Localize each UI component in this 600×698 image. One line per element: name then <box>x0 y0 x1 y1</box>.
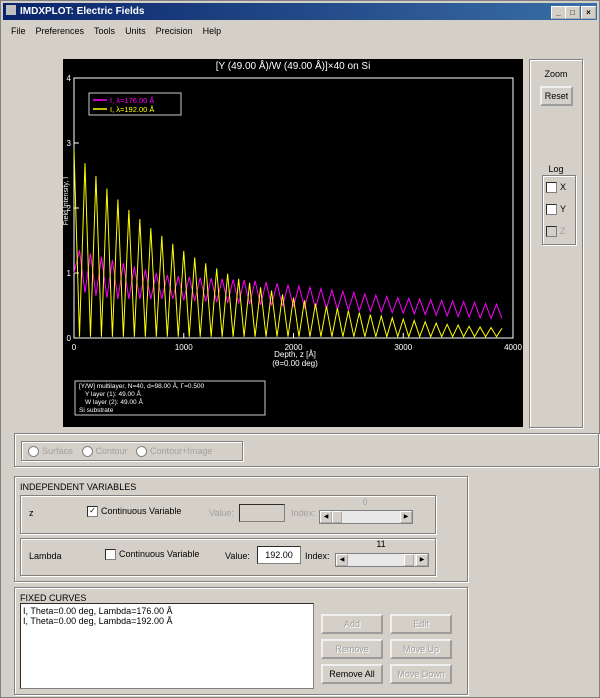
y-tick-label: 0 <box>67 334 72 343</box>
series-line <box>73 250 503 320</box>
x-tick-label: 4000 <box>504 343 522 352</box>
menu-item[interactable]: Help <box>202 26 222 36</box>
log-y-label: Y <box>560 204 567 214</box>
zoom-panel: Zoom Reset Log X Y Z <box>529 59 583 428</box>
index-label: Index: <box>305 551 330 561</box>
continuous-checkbox[interactable]: ✓ Continuous Variable <box>87 506 182 518</box>
maximize-button[interactable]: □ <box>565 6 580 19</box>
minimize-button[interactable]: _ <box>551 6 566 19</box>
add-button: Add <box>321 614 383 634</box>
menu-item[interactable]: Units <box>125 26 146 36</box>
plot-type-box: Surface Contour Contour+Image <box>21 441 243 461</box>
index-label: Index: <box>291 508 316 518</box>
series-line <box>73 149 503 339</box>
plot: [Y (49.00 Å)/W (49.00 Å)]×40 on Si 0 1000 2… <box>63 59 523 427</box>
value-label: Value: <box>225 551 250 561</box>
continuous-checkbox[interactable]: Continuous Variable <box>105 549 200 561</box>
x-tick-label: 1000 <box>175 343 193 352</box>
reset-button[interactable]: Reset <box>540 86 573 106</box>
index-slider[interactable]: ◀ ▶ <box>335 553 429 567</box>
log-label: Log <box>548 164 564 174</box>
remove-button: Remove <box>321 639 383 659</box>
window-title: IMDXPLOT: Electric Fields <box>20 6 145 17</box>
curve-list[interactable]: I, Theta=0.00 deg, Lambda=176.00 Å I, Th… <box>20 603 314 689</box>
variable-row: Lambda Continuous Variable Value: 192.00… <box>20 538 436 576</box>
menu-item[interactable]: Tools <box>94 26 116 36</box>
log-z-label: Z <box>560 226 566 236</box>
zoom-label: Zoom <box>544 69 568 79</box>
x-axis-sublabel: (θ=0.00 deg) <box>272 359 318 368</box>
menu-bar: File Preferences Tools Units Precision Help <box>11 26 231 36</box>
value-field[interactable]: 192.00 <box>257 546 301 564</box>
menu-item[interactable]: File <box>11 26 26 36</box>
y-tick-label: 2 <box>67 204 72 213</box>
log-x[interactable]: X <box>546 182 567 194</box>
legend-box <box>88 92 182 116</box>
value-label: Value: <box>209 508 234 518</box>
variable-name: z <box>29 508 34 518</box>
curve-item[interactable]: I, Theta=0.00 deg, Lambda=176.00 Å <box>23 606 173 616</box>
annotation-line: W layer (2): 49.00 Å <box>85 397 143 406</box>
variable-name: Lambda <box>29 551 62 561</box>
plot-type-panel: Surface Contour Contour+Image <box>14 433 599 467</box>
x-axis-label: Depth, z [Å] <box>274 350 316 359</box>
chart-title: [Y (49.00 Å)/W (49.00 Å)]×40 on Si <box>216 59 371 72</box>
log-box: X Y Z <box>542 175 576 245</box>
fixed-curves-panel: FIXED CURVES I, Theta=0.00 deg, Lambda=1… <box>14 587 468 695</box>
section-title: INDEPENDENT VARIABLES <box>20 482 137 492</box>
independent-variables-panel: INDEPENDENT VARIABLES z ✓ Continuous Vari… <box>14 476 468 582</box>
variable-row: z ✓ Continuous Variable Value: Index: 0 ◀… <box>20 495 436 534</box>
menu-item[interactable]: Preferences <box>35 26 85 36</box>
annotation-line: Y layer (1): 49.00 Å <box>85 389 142 398</box>
x-tick-label: 2000 <box>285 343 303 352</box>
app-icon <box>6 5 16 15</box>
title-bar: IMDXPLOT: Electric Fields _ □ × <box>3 3 597 20</box>
radio-contour-image: Contour+Image <box>150 446 213 456</box>
move-down-button: Move Down <box>390 664 452 684</box>
close-button[interactable]: × <box>581 6 596 19</box>
menu-item[interactable]: Precision <box>155 26 193 36</box>
remove-all-button[interactable]: Remove All <box>321 664 383 684</box>
radio-contour: Contour <box>95 446 128 456</box>
y-tick-label: 4 <box>67 74 72 83</box>
annotation-box <box>74 380 266 416</box>
edit-button: Edit <box>390 614 452 634</box>
y-tick-label: 1 <box>67 269 72 278</box>
log-z: Z <box>546 226 566 238</box>
index-value: 0 <box>362 497 368 507</box>
move-up-button: Move Up <box>390 639 452 659</box>
y-tick-label: 3 <box>67 139 72 148</box>
log-y[interactable]: Y <box>546 204 567 216</box>
y-axis-label: Field Intensity, I <box>63 177 70 226</box>
annotation-line: [Y/W] multilayer, N=40, d=98.00 Å, Γ=0.5… <box>79 381 205 390</box>
radio-surface: Surface <box>42 446 74 456</box>
legend-label: I, λ=176.00 Å <box>110 96 154 105</box>
curve-item[interactable]: I, Theta=0.00 deg, Lambda=192.00 Å <box>23 616 173 626</box>
x-tick-label: 3000 <box>394 343 412 352</box>
legend-label: I, λ=192.00 Å <box>110 105 154 114</box>
index-value: 11 <box>376 539 386 549</box>
checkbox-label: Continuous Variable <box>101 506 182 516</box>
value-field <box>239 504 285 522</box>
log-x-label: X <box>560 182 567 192</box>
annotation-line: Si substrate <box>79 407 114 414</box>
section-title: FIXED CURVES <box>20 593 87 603</box>
checkbox-label: Continuous Variable <box>119 549 200 559</box>
index-slider: ◀ ▶ <box>319 510 413 524</box>
x-tick-label: 0 <box>72 343 77 352</box>
